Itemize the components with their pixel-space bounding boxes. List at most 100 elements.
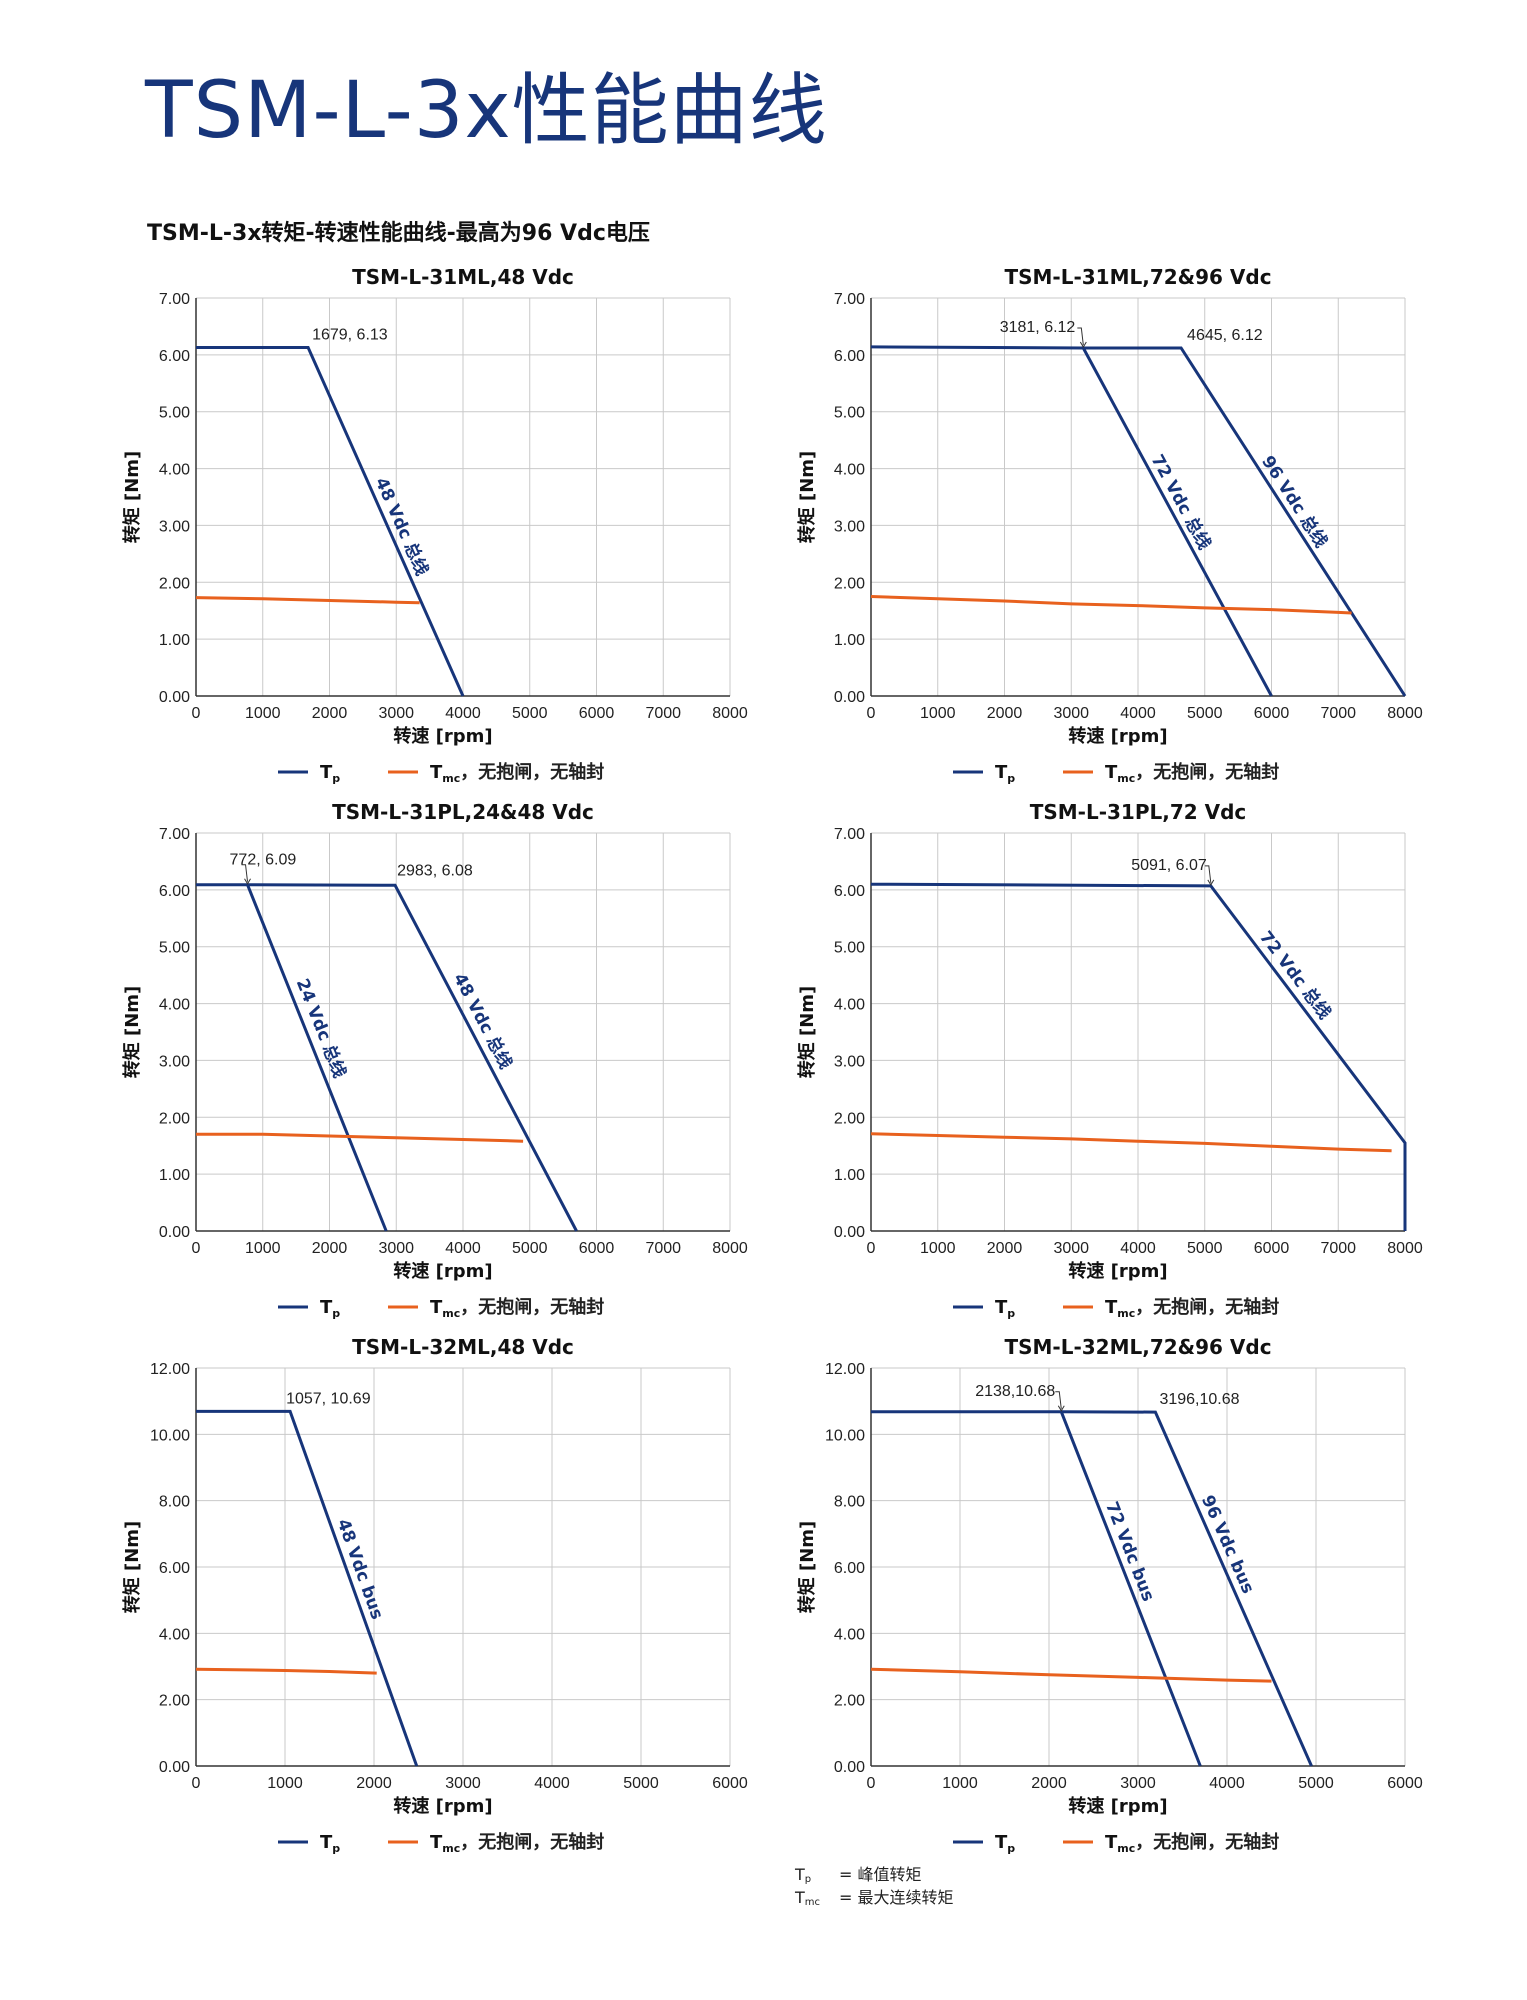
y-tick-label: 4.00 <box>159 997 190 1014</box>
chart-title: TSM-L-31PL,72 Vdc <box>1030 800 1247 824</box>
y-axis-title: 转矩 [Nm] <box>121 451 143 544</box>
x-tick-label: 2000 <box>356 1775 392 1792</box>
legend-tp-symbol: T <box>995 1297 1008 1318</box>
y-tick-label: 12.00 <box>825 1361 865 1378</box>
chart-title: TSM-L-32ML,72&96 Vdc <box>1004 1335 1271 1359</box>
x-tick-label: 8000 <box>1387 705 1423 722</box>
series-tmc-line <box>196 1132 524 1143</box>
footnote-tmc-symbol: Tmc <box>795 1888 821 1908</box>
x-tick-label: 8000 <box>712 1240 748 1257</box>
y-tick-label: 12.00 <box>150 1361 190 1378</box>
footnote-tp: Tp = 峰值转矩 <box>795 1867 922 1885</box>
x-tick-label: 1000 <box>245 705 281 722</box>
x-tick-label: 4000 <box>1120 705 1156 722</box>
y-tick-label: 2.00 <box>834 1110 865 1127</box>
x-tick-label: 2000 <box>987 705 1023 722</box>
legend-tp-sub: p <box>332 772 340 785</box>
chart-tsm-l-31pl-72: TSM-L-31PL,72 Vdc 0 1000 2000 3000 4000 5000 60… <box>796 800 1423 1320</box>
x-tick-label: 6000 <box>579 1240 615 1257</box>
legend-tmc-label: Tmc，无抱闸，无轴封 <box>430 1831 604 1855</box>
y-tick-label: 6.00 <box>159 348 190 365</box>
x-tick-label: 3000 <box>1120 1775 1156 1792</box>
legend-tp-label: Tp <box>995 1832 1015 1855</box>
annotation-arrowhead <box>1207 879 1215 886</box>
y-axis-title: 转矩 [Nm] <box>796 1521 818 1614</box>
x-tick-label: 7000 <box>1320 705 1356 722</box>
y-tick-label: 0.00 <box>834 1224 865 1241</box>
legend-tmc-label: Tmc，无抱闸，无轴封 <box>430 761 604 785</box>
y-tick-label: 6.00 <box>159 883 190 900</box>
y-tick-label: 2.00 <box>834 1693 865 1710</box>
series-tp-line <box>1083 346 1407 697</box>
y-tick-label: 4.00 <box>834 1626 865 1643</box>
annotation-leader <box>1055 1391 1062 1409</box>
y-tick-label: 4.00 <box>834 997 865 1014</box>
legend-tp-label: Tp <box>320 1297 340 1320</box>
annotation-arrowhead <box>1079 341 1087 349</box>
legend-tmc-sub: mc <box>1117 1842 1135 1855</box>
legend-tmc-symbol: T <box>430 1832 443 1853</box>
point-label: 772, 6.09 <box>230 852 297 869</box>
point-label: 2138,10.68 <box>975 1383 1055 1400</box>
y-tick-label: 7.00 <box>834 826 865 843</box>
y-tick-label: 5.00 <box>159 940 190 957</box>
x-tick-label: 6000 <box>1254 1240 1290 1257</box>
legend-tmc-symbol: T <box>1105 1832 1118 1853</box>
y-tick-label: 3.00 <box>159 1053 190 1070</box>
y-tick-label: 6.00 <box>834 1560 865 1577</box>
series-tp-line <box>196 346 465 697</box>
legend-tp-symbol: T <box>995 762 1008 783</box>
x-tick-label: 5000 <box>1298 1775 1334 1792</box>
x-tick-label: 0 <box>867 1240 876 1257</box>
legend-tp-label: Tp <box>995 1297 1015 1320</box>
x-tick-label: 2000 <box>312 1240 348 1257</box>
x-tick-label: 5000 <box>623 1775 659 1792</box>
x-tick-label: 0 <box>192 705 201 722</box>
x-tick-label: 3000 <box>1053 1240 1089 1257</box>
x-tick-label: 3000 <box>1053 705 1089 722</box>
annotation-leader <box>241 864 249 882</box>
y-tick-label: 6.00 <box>159 1560 190 1577</box>
page-subtitle: TSM-L-3x转矩-转速性能曲线-最高为96 Vdc电压 <box>147 221 650 246</box>
chart-tsm-l-32ml-48: TSM-L-32ML,48 Vdc 0 1000 2000 3000 4000 5000 60… <box>121 1335 748 1855</box>
y-tick-label: 10.00 <box>825 1427 865 1444</box>
series-tmc-line <box>870 1132 1392 1153</box>
x-tick-label: 5000 <box>512 1240 548 1257</box>
legend-tmc-label: Tmc，无抱闸，无轴封 <box>1105 761 1279 785</box>
curve-label: 48 Vdc 总线 <box>371 474 433 578</box>
x-tick-label: 1000 <box>920 1240 956 1257</box>
y-axis-title: 转矩 [Nm] <box>121 986 143 1079</box>
curve-label: 72 Vdc 总线 <box>1255 927 1335 1023</box>
series-tmc-line <box>195 1667 377 1675</box>
y-tick-label: 1.00 <box>159 1167 190 1184</box>
y-tick-label: 6.00 <box>834 883 865 900</box>
legend-tp-label: Tp <box>320 762 340 785</box>
legend-tmc-sub: mc <box>442 1307 460 1320</box>
x-axis-title: 转速 [rpm] <box>393 1260 492 1282</box>
chart-tsm-l-31ml-72-96: TSM-L-31ML,72&96 Vdc 0 1000 2000 3000 4000 500… <box>796 265 1423 785</box>
series-tp-line <box>870 882 1407 1231</box>
y-tick-label: 0.00 <box>834 1759 865 1776</box>
legend-tmc-label: Tmc，无抱闸，无轴封 <box>1105 1831 1279 1855</box>
series-tmc-line <box>195 596 420 605</box>
point-label: 4645, 6.12 <box>1187 327 1263 344</box>
x-tick-label: 0 <box>192 1240 201 1257</box>
series-tp-line <box>196 883 388 1232</box>
y-tick-label: 3.00 <box>834 1053 865 1070</box>
y-tick-label: 1.00 <box>159 632 190 649</box>
x-tick-label: 8000 <box>1387 1240 1423 1257</box>
legend-tp-sub: p <box>1007 1307 1015 1320</box>
x-axis-title: 转速 [rpm] <box>393 725 492 747</box>
x-tick-label: 1000 <box>920 705 956 722</box>
annotation-leader <box>1204 865 1212 883</box>
y-tick-label: 0.00 <box>159 1224 190 1241</box>
x-tick-label: 5000 <box>512 705 548 722</box>
legend-tmc-symbol: T <box>1105 1297 1118 1318</box>
x-tick-label: 7000 <box>645 1240 681 1257</box>
x-axis-title: 转速 [rpm] <box>1068 1795 1167 1817</box>
legend-tp-sub: p <box>1007 1842 1015 1855</box>
legend-tmc-text: ，无抱闸，无轴封 <box>460 1296 604 1318</box>
x-tick-label: 3000 <box>378 705 414 722</box>
x-tick-label: 0 <box>867 705 876 722</box>
y-tick-label: 4.00 <box>159 462 190 479</box>
